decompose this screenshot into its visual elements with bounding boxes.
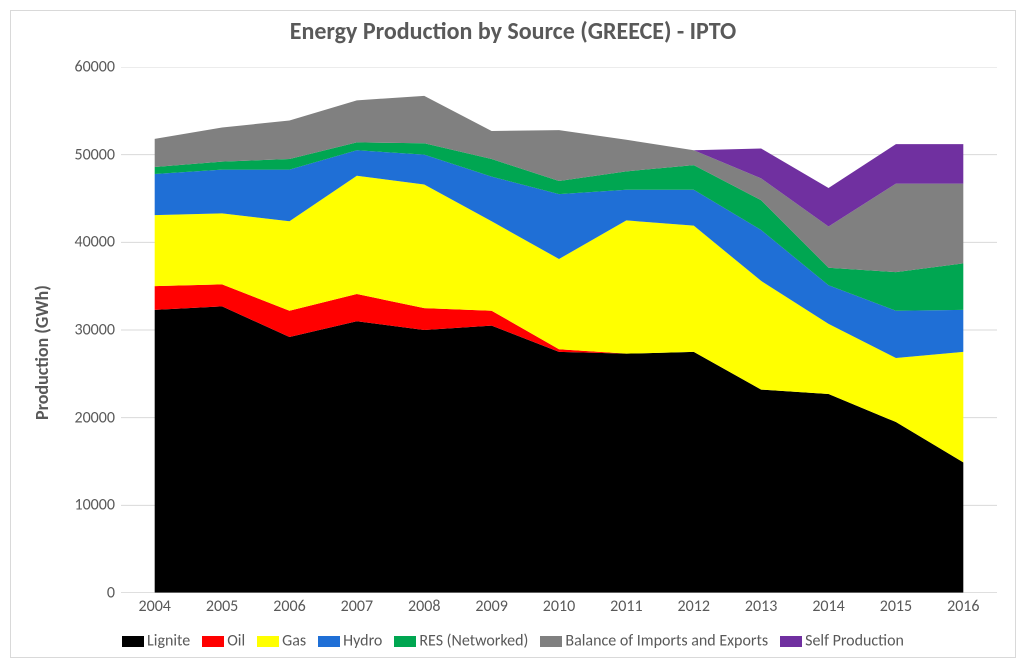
- legend-swatch: [122, 636, 144, 647]
- y-tick: 60000: [45, 58, 115, 77]
- legend-label: RES (Networked): [419, 632, 528, 651]
- legend-item: Hydro: [318, 631, 382, 651]
- legend-label: Hydro: [343, 632, 382, 651]
- chart-legend: Lignite Oil Gas Hydro RES (Networked) Balance…: [11, 631, 1015, 651]
- x-tick: 2013: [745, 597, 777, 616]
- legend-label: Gas: [282, 632, 306, 651]
- y-tick: 20000: [45, 408, 115, 427]
- x-tick: 2010: [543, 597, 575, 616]
- legend-swatch: [780, 636, 802, 647]
- y-axis-label: Production (GWh): [31, 285, 53, 420]
- y-tick: 10000: [45, 496, 115, 515]
- y-tick: 0: [45, 584, 115, 603]
- x-tick: 2008: [408, 597, 440, 616]
- x-tick: 2009: [475, 597, 507, 616]
- legend-swatch: [257, 636, 279, 647]
- x-tick: 2014: [812, 597, 844, 616]
- y-tick: 50000: [45, 145, 115, 164]
- legend-label: Oil: [227, 632, 245, 651]
- legend-item: Oil: [202, 631, 245, 651]
- x-tick: 2007: [341, 597, 373, 616]
- x-tick: 2011: [610, 597, 642, 616]
- plot-area: 0100002000030000400005000060000200420052…: [121, 67, 997, 593]
- x-tick: 2005: [206, 597, 238, 616]
- legend-item: RES (Networked): [394, 631, 528, 651]
- legend-label: Self Production: [805, 632, 904, 651]
- y-tick: 40000: [45, 233, 115, 252]
- x-tick: 2004: [138, 597, 170, 616]
- legend-swatch: [394, 636, 416, 647]
- legend-label: Balance of Imports and Exports: [565, 632, 768, 651]
- legend-swatch: [318, 636, 340, 647]
- chart-container: Energy Production by Source (GREECE) - I…: [10, 10, 1016, 658]
- x-tick: 2015: [880, 597, 912, 616]
- legend-item: Lignite: [122, 631, 190, 651]
- legend-item: Gas: [257, 631, 306, 651]
- legend-label: Lignite: [147, 632, 190, 651]
- legend-item: Balance of Imports and Exports: [540, 631, 768, 651]
- chart-title: Energy Production by Source (GREECE) - I…: [11, 17, 1015, 46]
- legend-swatch: [202, 636, 224, 647]
- legend-item: Self Production: [780, 631, 904, 651]
- legend-swatch: [540, 636, 562, 647]
- y-tick: 30000: [45, 321, 115, 340]
- x-tick: 2012: [678, 597, 710, 616]
- x-tick: 2016: [947, 597, 979, 616]
- x-tick: 2006: [273, 597, 305, 616]
